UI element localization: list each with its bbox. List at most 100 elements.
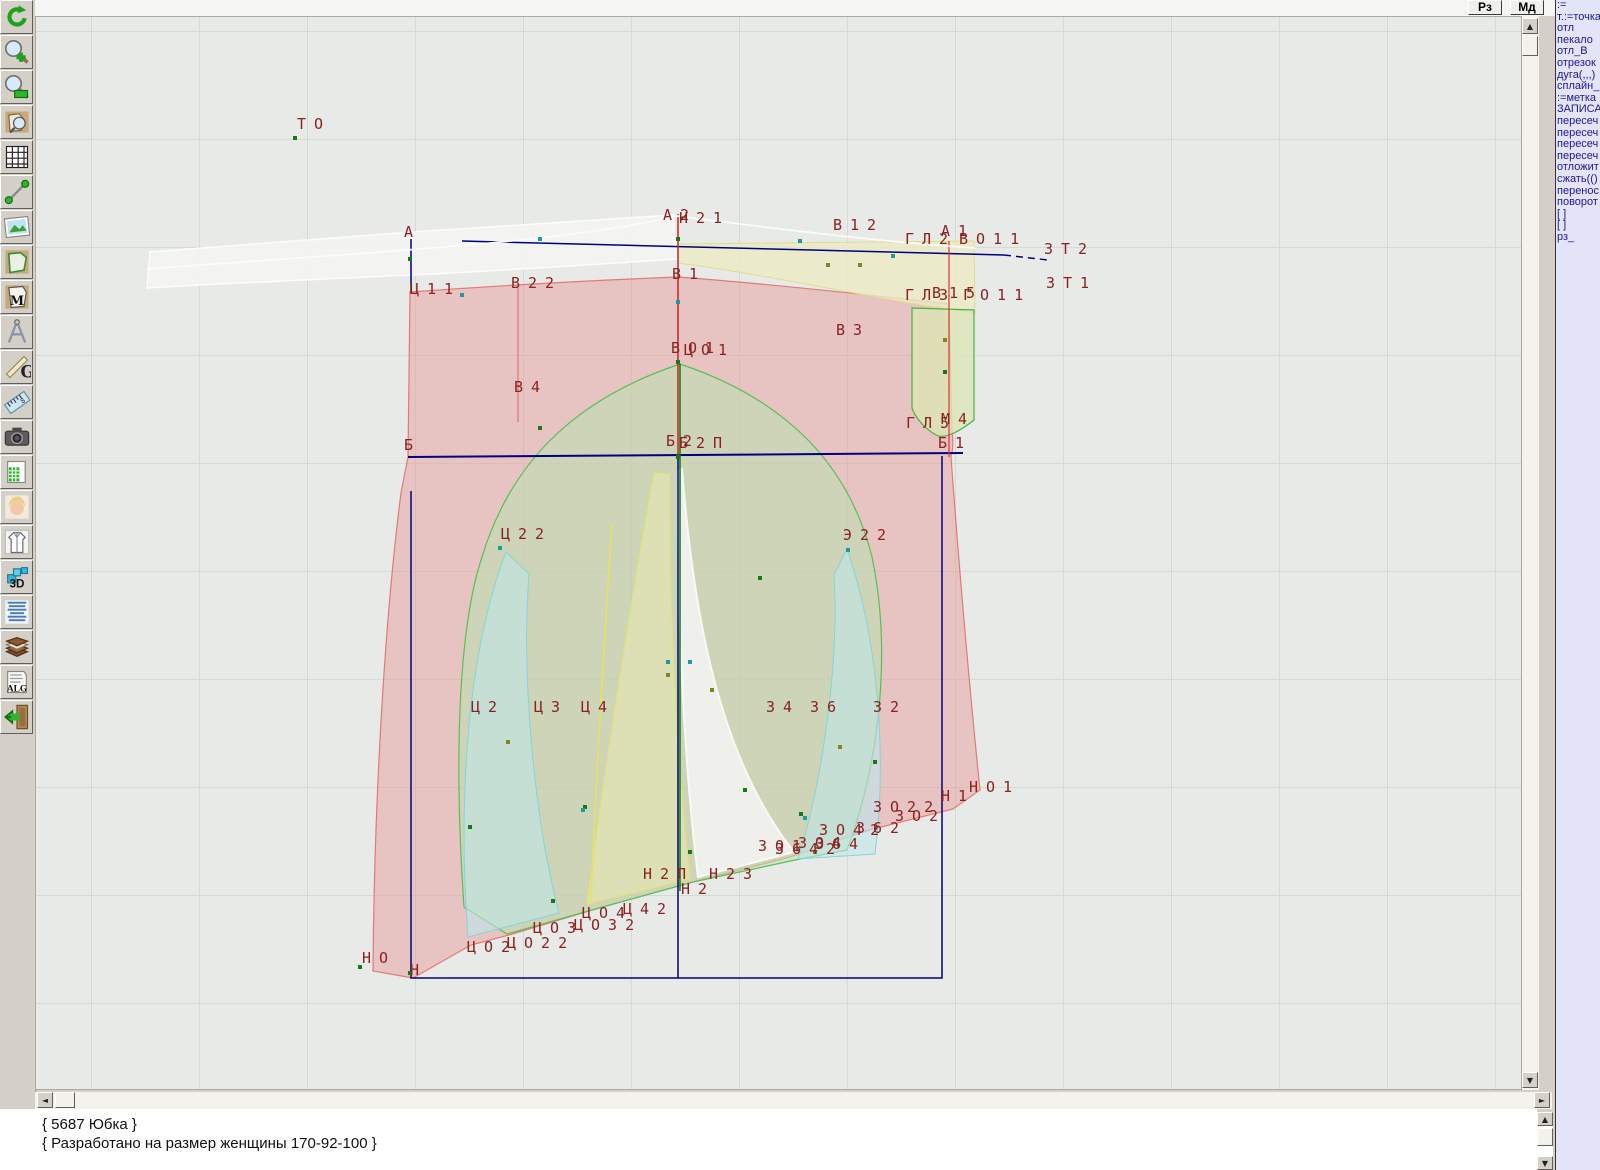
waistband-piece[interactable]: [146, 214, 678, 289]
toolbar-button-books[interactable]: [0, 630, 33, 664]
command-item[interactable]: сжать((): [1557, 173, 1598, 185]
command-item[interactable]: перенос: [1557, 185, 1600, 197]
point-label-Н21: Н21: [679, 209, 731, 227]
toolbar-button-image[interactable]: [0, 210, 33, 244]
point-marker: [891, 254, 895, 258]
scroll-left-icon[interactable]: ◄: [37, 1092, 53, 1108]
toolbar-button-grid[interactable]: [0, 140, 33, 174]
back-waist-piece[interactable]: [677, 240, 976, 314]
status-scroll-thumb[interactable]: [1537, 1128, 1553, 1146]
point-label-НО: НО: [362, 949, 397, 967]
point-label-З642: З642: [775, 840, 844, 858]
books-icon: [3, 633, 31, 661]
drawing-canvas[interactable]: ТО А Ц11 В22 А2 Н21 В1 В12 ГЛ2 А1 ВО11 ЗТ2 ЗТ1 ГЛ3 В15…: [35, 16, 1522, 1090]
point-marker: [581, 808, 585, 812]
command-item[interactable]: :=метка: [1557, 92, 1597, 104]
point-label-ЗО1: ЗО1: [758, 837, 810, 855]
point-marker: [666, 673, 670, 677]
command-item[interactable]: пекало: [1557, 34, 1593, 46]
toolbar-button-measure-segment[interactable]: [0, 175, 33, 209]
toolbar-button-g-tool[interactable]: G: [0, 350, 33, 384]
vscroll-thumb[interactable]: [1522, 36, 1538, 56]
command-item[interactable]: пересеч: [1557, 150, 1599, 162]
point-label-З6: З6: [810, 698, 845, 716]
svg-text:3D: 3D: [9, 578, 24, 591]
pattern-shapes: [146, 214, 1049, 979]
gore-crescent-left[interactable]: [463, 551, 560, 938]
point-label-Н1: Н1: [941, 787, 976, 805]
status-scroll-down-icon[interactable]: ▼: [1537, 1156, 1553, 1170]
command-item[interactable]: т.:=точка: [1557, 11, 1600, 23]
scroll-up-icon[interactable]: ▲: [1522, 18, 1538, 34]
point-label-ГЛ5: ГЛ5: [906, 414, 958, 432]
canvas-hscrollbar[interactable]: ◄ ►: [35, 1092, 1552, 1109]
status-scrollbar[interactable]: ▲ ▼: [1537, 1112, 1553, 1170]
text-list-icon: [3, 598, 31, 626]
toolbar-button-zoom-out[interactable]: [0, 70, 33, 104]
point-label-Э22: Э22: [843, 526, 895, 544]
hscroll-thumb[interactable]: [55, 1092, 75, 1108]
toolbar-button-model-photo[interactable]: [0, 490, 33, 524]
command-item[interactable]: дуга(,,,): [1557, 69, 1596, 81]
command-item[interactable]: [ ]: [1557, 220, 1567, 232]
status-scroll-up-icon[interactable]: ▲: [1537, 1112, 1553, 1126]
gore-crescent-right[interactable]: [797, 547, 881, 860]
point-marker: [758, 576, 762, 580]
model-photo-icon: [3, 493, 31, 521]
table-icon: [3, 458, 31, 486]
toolbar-button-camera[interactable]: [0, 420, 33, 454]
toolbar-button-alg[interactable]: ALG: [0, 665, 33, 699]
toolbar-button-zoom-in[interactable]: [0, 35, 33, 69]
toolbar-button-exit[interactable]: [0, 700, 33, 734]
point-label-ГО11: ГО11: [963, 286, 1032, 304]
point-label-В1: В1: [672, 265, 707, 283]
point-label-ЦО22: ЦО22: [507, 934, 576, 952]
point-marker: [688, 660, 692, 664]
command-item[interactable]: [ ]: [1557, 208, 1567, 220]
toolbar-button-garment[interactable]: [0, 525, 33, 559]
toolbar-button-ruler[interactable]: 8: [0, 385, 33, 419]
command-item[interactable]: рз_: [1557, 231, 1575, 243]
command-item[interactable]: отл_В: [1557, 46, 1588, 58]
toolbar-button-table[interactable]: [0, 455, 33, 489]
command-item[interactable]: ЗАПИСА: [1557, 104, 1600, 116]
toolbar-button-pattern-piece[interactable]: [0, 245, 33, 279]
point-label-В12: В12: [833, 216, 885, 234]
point-marker: [813, 850, 817, 854]
command-item[interactable]: :=: [1557, 0, 1567, 11]
command-item[interactable]: пересеч: [1557, 127, 1599, 139]
canvas-vscrollbar[interactable]: ▲ ▼: [1522, 16, 1539, 1090]
toolbar-button-zoom-region[interactable]: [0, 105, 33, 139]
status-line-2: { Разработано на размер женщины 170-92-1…: [42, 1135, 377, 1152]
md-button[interactable]: Мд: [1510, 0, 1544, 15]
point-marker: [838, 745, 842, 749]
command-item[interactable]: поворот: [1557, 197, 1598, 209]
toolbar-button-pattern-m[interactable]: M: [0, 280, 33, 314]
rz-button[interactable]: Рз: [1468, 0, 1502, 15]
point-label-Ц3: Ц3: [534, 698, 569, 716]
command-item[interactable]: отложит: [1557, 162, 1599, 174]
command-item[interactable]: отрезок: [1557, 57, 1596, 69]
point-label-ЦО3: ЦО3: [533, 919, 585, 937]
point-marker: [846, 548, 850, 552]
command-item[interactable]: сплайн_: [1557, 81, 1600, 93]
point-marker: [358, 965, 362, 969]
point-label-В22: В22: [511, 274, 563, 292]
command-item[interactable]: пересеч: [1557, 139, 1599, 151]
command-item[interactable]: отл: [1557, 23, 1575, 35]
toolbar-button-compass[interactable]: [0, 315, 33, 349]
yellow-seam-line: [590, 522, 613, 903]
scroll-down-icon[interactable]: ▼: [1522, 1072, 1538, 1088]
point-marker: [743, 788, 747, 792]
g-tool-icon: G: [3, 353, 31, 381]
toolbar-button-text-list[interactable]: [0, 595, 33, 629]
point-label-ВО1: ВО1: [671, 339, 723, 357]
toolbar-button-refresh[interactable]: [0, 0, 33, 34]
scroll-right-icon[interactable]: ►: [1534, 1092, 1550, 1108]
point-label-Б1: Б1: [938, 434, 973, 452]
command-item[interactable]: пересеч: [1557, 115, 1599, 127]
toolbar-button-3d[interactable]: 3D: [0, 560, 33, 594]
gore-wedge-khaki[interactable]: [586, 472, 691, 905]
exit-icon: [3, 703, 31, 731]
